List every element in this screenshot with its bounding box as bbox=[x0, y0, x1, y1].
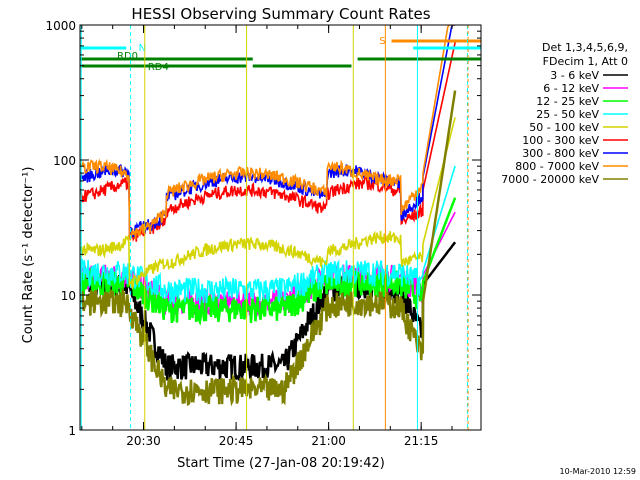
x-tick-label-2: 21:00 bbox=[311, 434, 346, 448]
legend-entry-8: 7000 - 20000 keV bbox=[501, 173, 599, 186]
legend-entry-2: 12 - 25 keV bbox=[536, 95, 599, 108]
x-tick-label-0: 20:30 bbox=[126, 434, 161, 448]
flag-label-N: N bbox=[139, 43, 146, 54]
legend-entry-4: 50 - 100 keV bbox=[529, 121, 599, 134]
series-line-7 bbox=[80, 25, 456, 241]
chart-title: HESSI Observing Summary Count Rates bbox=[131, 5, 430, 23]
legend-title-0: Det 1,3,4,5,6,9, bbox=[542, 41, 628, 54]
x-tick-label-1: 20:45 bbox=[219, 434, 254, 448]
x-axis-label: Start Time (27-Jan-08 20:19:42) bbox=[177, 456, 385, 471]
axes: 20:30 20:45 21:00 21:15 1 10 100 1000 bbox=[45, 19, 482, 448]
legend-entry-1: 6 - 12 keV bbox=[543, 82, 599, 95]
timestamp-label: 10-Mar-2010 12:59 bbox=[560, 467, 637, 476]
series-line-3 bbox=[80, 165, 456, 305]
legend: Det 1,3,4,5,6,9,FDecim 1, Att 03 - 6 keV… bbox=[501, 41, 628, 186]
series-line-4 bbox=[80, 117, 456, 291]
y-tick-label-3: 1000 bbox=[45, 19, 76, 33]
legend-title-1: FDecim 1, Att 0 bbox=[543, 55, 628, 68]
plot-frame bbox=[79, 24, 482, 431]
y-tick-label-1: 10 bbox=[61, 289, 76, 303]
flag-label-RD4: RD4 bbox=[148, 62, 169, 73]
y-tick-label-0: 1 bbox=[68, 424, 76, 438]
legend-entry-3: 25 - 50 keV bbox=[536, 108, 599, 121]
flag-label-S: S bbox=[379, 36, 385, 47]
flag-label-RD0: RD0 bbox=[117, 51, 138, 62]
series-line-2 bbox=[80, 197, 457, 327]
x-tick-label-3: 21:15 bbox=[404, 434, 439, 448]
legend-entry-7: 800 - 7000 keV bbox=[515, 160, 599, 173]
y-axis-label: Count Rate (s⁻¹ detector⁻¹) bbox=[21, 167, 36, 344]
legend-entry-6: 300 - 800 keV bbox=[522, 147, 599, 160]
series-line-8 bbox=[80, 90, 457, 407]
series-group bbox=[80, 25, 457, 407]
y-tick-label-2: 100 bbox=[53, 154, 76, 168]
legend-entry-0: 3 - 6 keV bbox=[550, 69, 599, 82]
legend-entry-5: 100 - 300 keV bbox=[522, 134, 599, 147]
